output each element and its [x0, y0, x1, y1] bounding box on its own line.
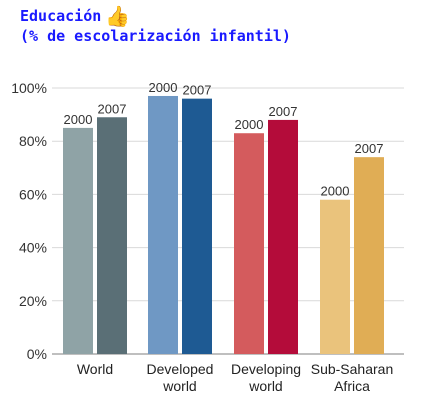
x-category-label: Developing	[231, 361, 301, 377]
x-category-label: World	[77, 361, 113, 377]
bar	[234, 133, 264, 354]
y-tick-label: 80%	[19, 133, 47, 149]
x-category-label: Developed	[147, 361, 214, 377]
y-tick-label: 20%	[19, 293, 47, 309]
chart-title: Educación 👍 (% de escolarización infanti…	[20, 6, 291, 46]
bar-series-label: 2000	[321, 184, 350, 199]
bar-series-label: 2007	[269, 104, 298, 119]
bar-series-label: 2000	[235, 117, 264, 132]
bar-series-label: 2007	[355, 141, 384, 156]
bar-series-label: 2007	[183, 83, 212, 98]
y-tick-label: 60%	[19, 186, 47, 202]
y-tick-label: 40%	[19, 240, 47, 256]
bar-series-label: 2007	[98, 101, 127, 116]
bar-series-label: 2000	[64, 112, 93, 127]
bar	[182, 98, 212, 354]
bar-series-label: 2000	[149, 80, 178, 95]
y-tick-label: 100%	[11, 80, 47, 96]
bar	[354, 157, 384, 354]
x-category-label: Africa	[334, 378, 370, 394]
x-category-label: Sub-Saharan	[311, 361, 394, 377]
bar	[320, 199, 350, 354]
bar	[97, 117, 127, 354]
title-line-1: Educación	[20, 7, 102, 25]
bar	[63, 127, 93, 355]
x-category-label: world	[162, 378, 196, 394]
bar	[148, 95, 178, 354]
x-category-label: world	[248, 378, 282, 394]
y-tick-label: 0%	[27, 346, 47, 362]
thumbs-up-icon: 👍	[105, 4, 131, 28]
bar	[268, 119, 298, 354]
title-line-2: (% de escolarización infantil)	[20, 27, 291, 45]
